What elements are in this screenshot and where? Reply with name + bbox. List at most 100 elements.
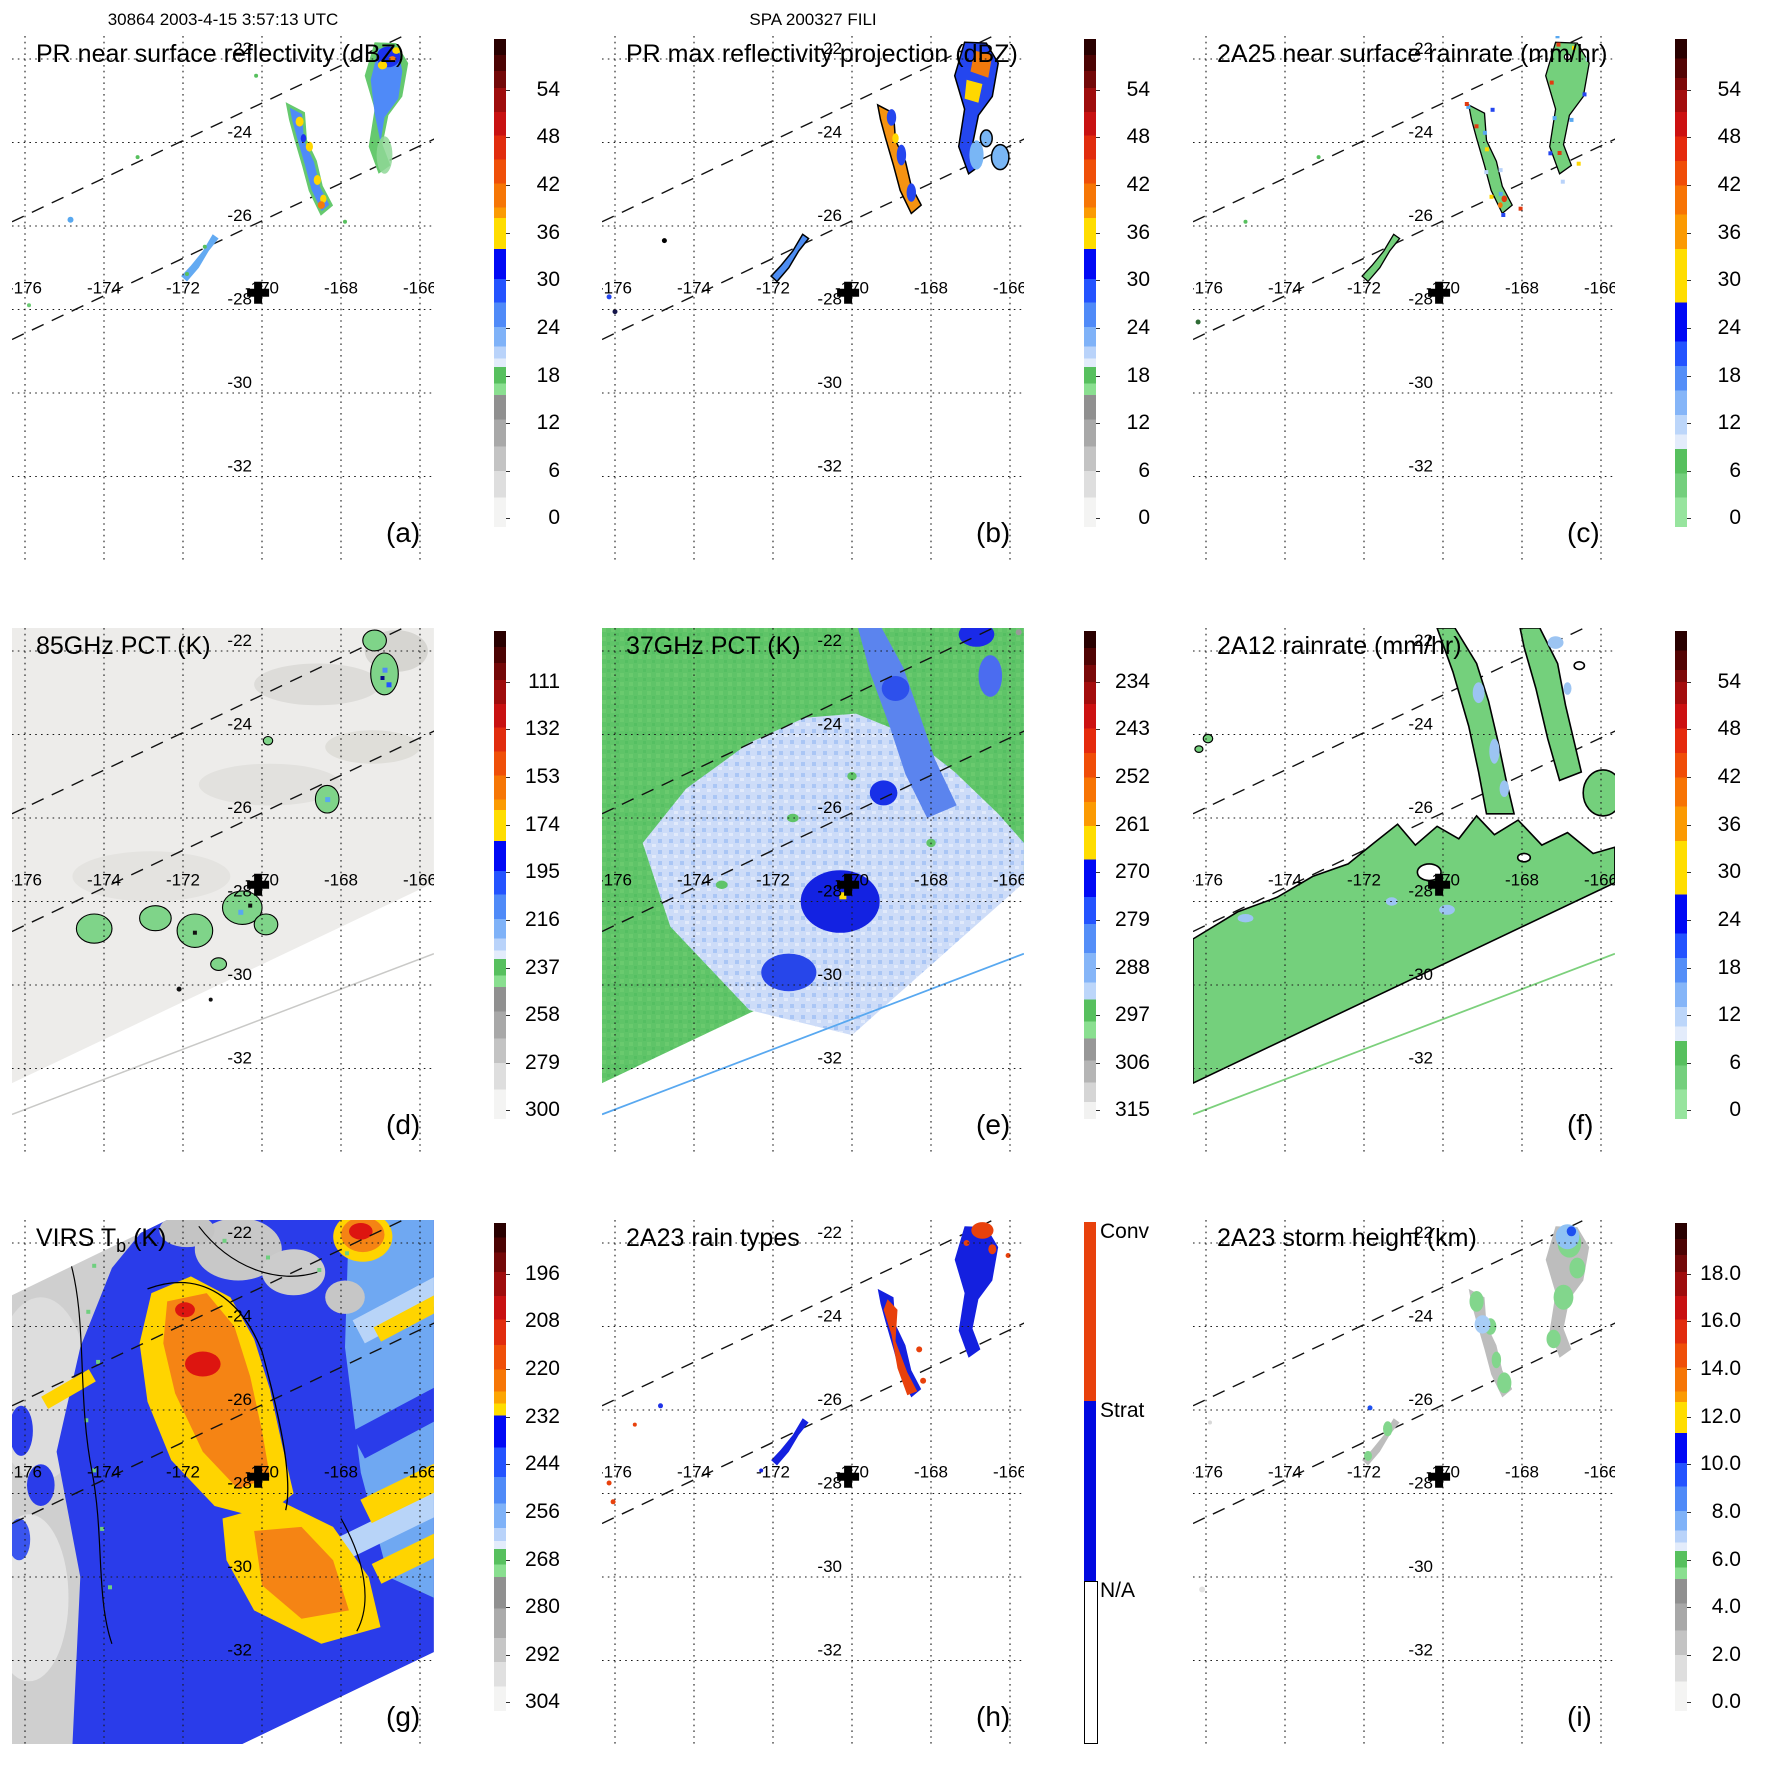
- colorbar-tick: [506, 185, 510, 186]
- lat-tick-label: -26: [227, 1390, 252, 1409]
- colorbar-tick: [506, 1062, 510, 1064]
- lat-tick-label: -28: [817, 290, 842, 309]
- colorbar-tick: [506, 327, 510, 329]
- lon-tick-label: -166: [993, 871, 1024, 890]
- lon-tick-label: -168: [1505, 871, 1539, 890]
- storm-center-marker: [1428, 1465, 1451, 1488]
- lon-tick-label: -176: [12, 1463, 42, 1482]
- colorbar-tick-label: 304: [524, 1690, 560, 1714]
- colorbar-tick: [1096, 232, 1100, 234]
- colorbar-tick: [1687, 1702, 1691, 1704]
- lat-tick-label: -22: [227, 1223, 252, 1242]
- colorbar-tick: [1096, 1110, 1100, 1112]
- lat-tick-label: -32: [817, 457, 842, 476]
- colorbar-rain: [1675, 39, 1687, 527]
- colorbar-tick: [506, 1464, 510, 1466]
- colorbar-tick-label: 258: [524, 1003, 560, 1027]
- lat-tick-label: -30: [817, 1557, 842, 1576]
- colorbar-tick: [1096, 967, 1100, 969]
- panel-letter: (c): [1567, 517, 1600, 548]
- lon-tick-label: -172: [1347, 871, 1381, 890]
- lat-tick-label: -22: [1408, 39, 1433, 58]
- panel-g: -176-174-172-170-168-166-22-24-26-28-30-…: [0, 1184, 590, 1771]
- colorbar-tick: [506, 1607, 510, 1609]
- lon-tick-label: -166: [993, 1463, 1024, 1482]
- colorbar-tick-label: 42: [1126, 173, 1150, 196]
- panel-h-map: -176-174-172-170-168-166-22-24-26-28-30-…: [602, 1220, 1024, 1744]
- lon-tick-label: -174: [87, 871, 121, 890]
- lat-tick-label: -30: [227, 1557, 252, 1576]
- colorbar-tick-label: 18: [536, 363, 560, 387]
- colorbar-tick-label: 196: [524, 1261, 560, 1285]
- lat-tick-label: -28: [1408, 882, 1433, 901]
- lat-tick-label: -24: [1408, 715, 1433, 734]
- colorbar-tick: [1687, 185, 1691, 186]
- colorbar-tick: [1687, 89, 1691, 91]
- colorbar-tick-label: 14.0: [1700, 1357, 1741, 1380]
- lon-tick-label: -168: [324, 871, 358, 890]
- colorbar-tick: [1096, 470, 1100, 472]
- storm-center-marker: [1428, 873, 1451, 896]
- lon-tick-label: -174: [87, 1463, 121, 1482]
- colorbar-tick-label: 30: [536, 268, 560, 292]
- colorbar-tick-label: 42: [536, 173, 560, 196]
- colorbar-tick: [1687, 423, 1691, 425]
- colorbar-tick: [506, 681, 510, 683]
- lat-tick-label: -28: [227, 290, 252, 309]
- lat-tick-label: -28: [227, 1474, 252, 1493]
- lon-tick-label: -168: [324, 1463, 358, 1482]
- panel-g-map: -176-174-172-170-168-166-22-24-26-28-30-…: [12, 1220, 434, 1744]
- colorbar-tick-label: 306: [1114, 1050, 1150, 1074]
- panel-letter: (a): [386, 517, 420, 548]
- colorbar-tick: [1096, 681, 1100, 683]
- lon-tick-label: -166: [403, 279, 434, 298]
- colorbar-tick: [1687, 967, 1691, 969]
- colorbar-tick-label: 111: [528, 669, 560, 693]
- lat-tick-label: -28: [1408, 290, 1433, 309]
- colorbar-block-label: N/A: [1100, 1578, 1136, 1602]
- lon-tick-label: -176: [12, 279, 42, 298]
- colorbar-tick-label: 195: [524, 860, 560, 884]
- colorbar-tick-label: 208: [524, 1309, 560, 1333]
- colorbar-tick-label: 36: [1717, 220, 1741, 244]
- lon-tick-label: -172: [166, 871, 200, 890]
- lat-tick-label: -24: [1408, 123, 1433, 142]
- colorbar-tick-label: 24: [536, 315, 560, 339]
- panel-a-map: -176-174-172-170-168-166-22-24-26-28-30-…: [12, 36, 434, 560]
- lat-tick-label: -24: [227, 1307, 252, 1326]
- lat-tick-label: -26: [1408, 206, 1433, 225]
- panel-title: PR near surface reflectivity (dBZ): [36, 40, 404, 68]
- colorbar-block-label: Strat: [1100, 1399, 1145, 1423]
- colorbar-tick-label: 30: [1126, 268, 1150, 292]
- panel-title: PR max reflectivity projection (dBZ): [626, 40, 1018, 68]
- colorbar-tick: [1687, 280, 1691, 282]
- lon-tick-label: -176: [1193, 1463, 1223, 1482]
- colorbar-tick: [506, 1511, 510, 1513]
- colorbar-tick: [1096, 185, 1100, 186]
- lon-tick-label: -172: [756, 1463, 790, 1482]
- colorbar-tick-label: 234: [1114, 669, 1150, 693]
- lat-tick-label: -28: [227, 882, 252, 901]
- lon-tick-label: -174: [677, 871, 711, 890]
- colorbar-tick-label: 12: [1717, 1003, 1741, 1027]
- colorbar-tick-label: 12: [1126, 411, 1150, 435]
- colorbar-tick: [1096, 1015, 1100, 1017]
- colorbar-tick-label: 6.0: [1711, 1547, 1741, 1571]
- colorbar-tick: [1096, 518, 1100, 520]
- lon-tick-label: -168: [1505, 279, 1539, 298]
- colorbar-tick: [506, 824, 510, 826]
- colorbar-tick-label: 237: [524, 955, 560, 979]
- colorbar-tick: [1096, 137, 1100, 139]
- colorbar-tick: [1687, 518, 1691, 520]
- colorbar-tick-label: 48: [1126, 125, 1150, 149]
- lon-tick-label: -174: [1268, 1463, 1302, 1482]
- colorbar-tick-label: 18.0: [1700, 1261, 1741, 1285]
- colorbar-tick: [1096, 872, 1100, 874]
- colorbar-tick-label: 0: [1729, 506, 1741, 530]
- panel-title: 85GHz PCT (K): [36, 632, 211, 660]
- colorbar-block-strat: [1084, 1401, 1096, 1581]
- colorbar-tick: [1687, 824, 1691, 826]
- lat-tick-label: -32: [817, 1641, 842, 1660]
- storm-center-marker: [837, 281, 860, 304]
- lat-tick-label: -22: [1408, 631, 1433, 650]
